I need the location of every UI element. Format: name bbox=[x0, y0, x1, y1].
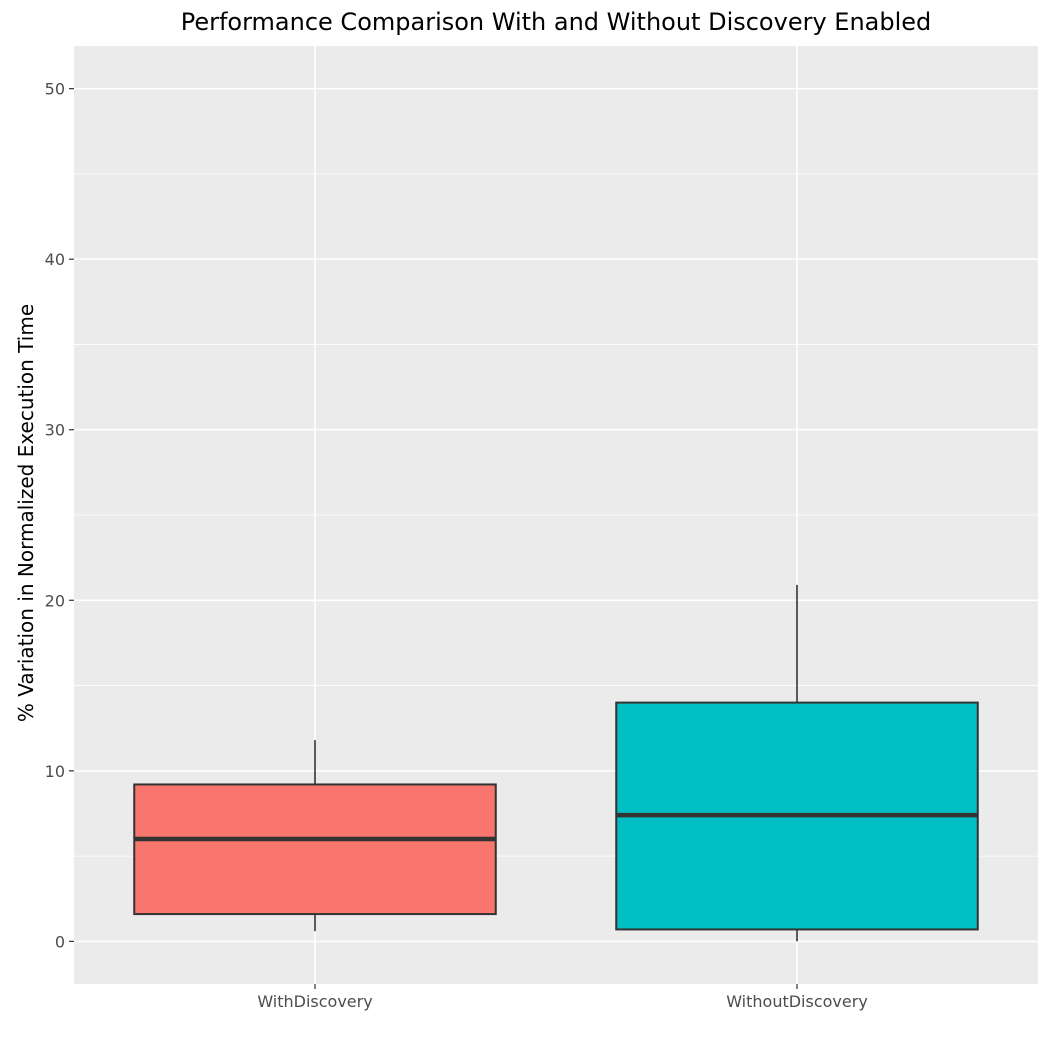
x-tick-label: WithoutDiscovery bbox=[726, 992, 868, 1011]
y-tick-label: 50 bbox=[45, 80, 65, 99]
chart-title: Performance Comparison With and Without … bbox=[181, 8, 932, 36]
y-tick-label: 10 bbox=[45, 762, 65, 781]
box-WithDiscovery bbox=[133, 740, 497, 932]
y-tick-label: 40 bbox=[45, 250, 65, 269]
y-tick-label: 0 bbox=[55, 932, 65, 951]
axis-layer: 0 10 20 30 40 50 WithDiscovery WithoutDiscovery bbox=[45, 80, 868, 1011]
y-tick-label: 30 bbox=[45, 421, 65, 440]
box-body bbox=[133, 783, 497, 916]
box-WithoutDiscovery bbox=[615, 584, 979, 942]
box-layer bbox=[133, 584, 979, 942]
x-tick-label: WithDiscovery bbox=[257, 992, 372, 1011]
y-tick-label: 20 bbox=[45, 591, 65, 610]
y-axis-label: % Variation in Normalized Execution Time bbox=[14, 304, 38, 722]
